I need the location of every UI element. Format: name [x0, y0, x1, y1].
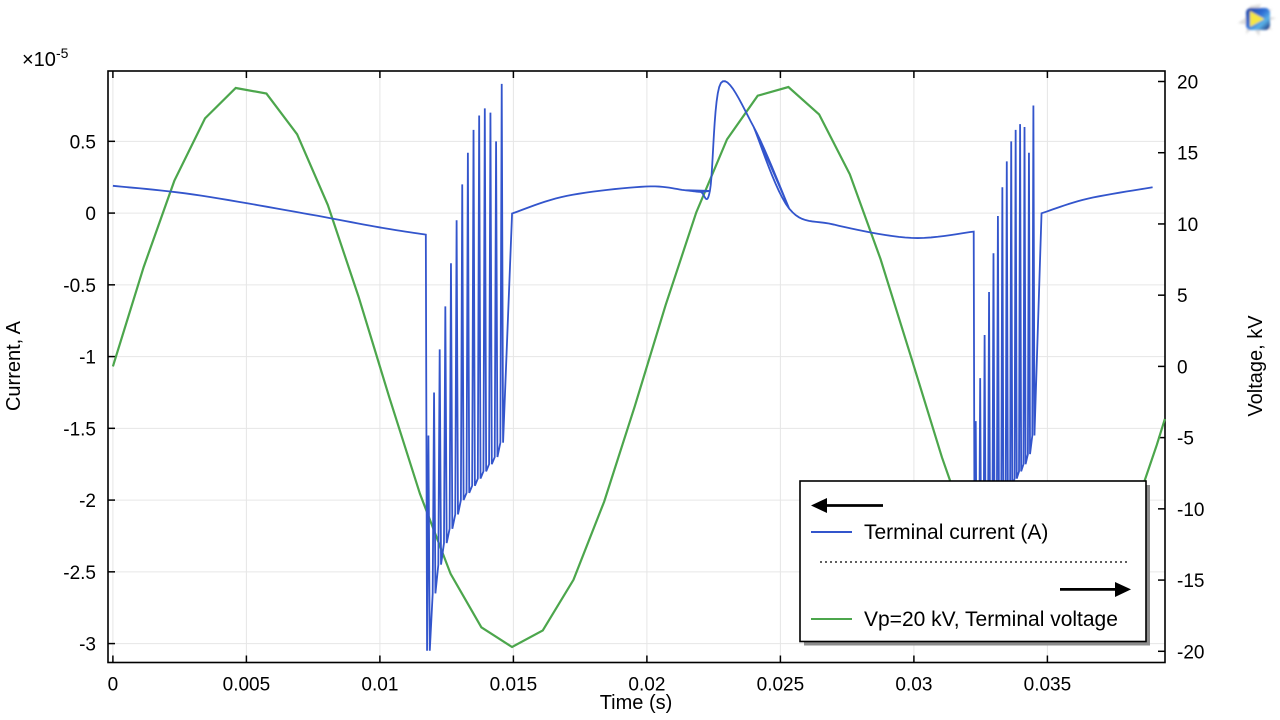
svg-text:0.01: 0.01 — [361, 675, 398, 696]
svg-text:10: 10 — [1177, 215, 1198, 236]
svg-text:-10: -10 — [1177, 500, 1204, 521]
svg-text:-5: -5 — [1177, 429, 1194, 450]
svg-text:-20: -20 — [1177, 642, 1204, 663]
svg-text:-2.5: -2.5 — [63, 563, 96, 584]
svg-text:0: 0 — [85, 204, 96, 225]
svg-text:5: 5 — [1177, 286, 1188, 307]
svg-text:-1.5: -1.5 — [63, 419, 96, 440]
svg-text:0: 0 — [108, 675, 119, 696]
svg-text:0: 0 — [1177, 357, 1188, 378]
svg-text:-3: -3 — [79, 635, 96, 656]
svg-text:-1: -1 — [79, 348, 96, 369]
svg-text:0.5: 0.5 — [70, 132, 96, 153]
svg-text:0.015: 0.015 — [490, 675, 538, 696]
svg-text:0.03: 0.03 — [895, 675, 932, 696]
svg-text:15: 15 — [1177, 144, 1198, 165]
svg-text:×10-5: ×10-5 — [22, 45, 69, 71]
svg-text:-2: -2 — [79, 491, 96, 512]
svg-text:0.005: 0.005 — [223, 675, 271, 696]
svg-text:-15: -15 — [1177, 571, 1204, 592]
svg-text:0.025: 0.025 — [757, 675, 805, 696]
svg-text:0.035: 0.035 — [1024, 675, 1072, 696]
svg-text:Current, A: Current, A — [3, 320, 25, 411]
svg-text:-0.5: -0.5 — [63, 276, 96, 297]
svg-text:Time (s): Time (s) — [600, 692, 673, 714]
svg-text:Vp=20 kV, Terminal voltage: Vp=20 kV, Terminal voltage — [864, 608, 1118, 631]
svg-text:20: 20 — [1177, 73, 1198, 94]
svg-text:Terminal current (A): Terminal current (A) — [864, 521, 1048, 544]
svg-text:Voltage, kV: Voltage, kV — [1245, 315, 1267, 417]
